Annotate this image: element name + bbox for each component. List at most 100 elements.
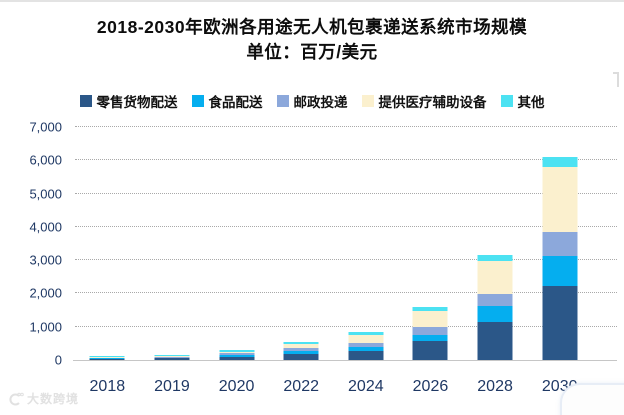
x-tick-label: 2019 — [154, 378, 190, 395]
x-tick-label: 2026 — [412, 378, 449, 395]
bar-segment-2026-series2 — [412, 326, 448, 335]
chart-unit-label: 单位：百万/美元 — [246, 42, 378, 62]
bar-segment-2024-series0 — [348, 350, 384, 360]
chart-title: 2018-2030年欧洲各用途无人机包裹递送系统市场规模 单位：百万/美元 — [0, 15, 624, 65]
bar-segment-2019-series1 — [154, 357, 190, 359]
gridline — [75, 159, 617, 161]
corner-widget-bubble[interactable] — [560, 383, 624, 415]
bar-slot-2028 — [463, 127, 528, 360]
bar-segment-2024-series3 — [348, 334, 384, 343]
bar-segment-2020-series2 — [219, 353, 255, 355]
x-slot: 2019 — [140, 378, 205, 396]
bar-segment-2018-series1 — [89, 357, 125, 359]
bar-segment-2024-series1 — [348, 346, 384, 351]
bar-slot-2026 — [398, 127, 463, 360]
bars-region — [75, 127, 592, 360]
x-tick-label: 2022 — [283, 378, 319, 395]
legend-label: 其他 — [517, 95, 545, 110]
bar-segment-2019-series0 — [154, 358, 190, 360]
x-tick-label: 2024 — [348, 378, 384, 395]
x-slot: 2026 — [398, 378, 463, 396]
bar-2018 — [89, 127, 125, 360]
bar-segment-2026-series0 — [412, 341, 448, 360]
gridline — [75, 126, 617, 127]
bar-segment-2024-series4 — [348, 332, 384, 335]
bar-2020 — [219, 127, 255, 360]
gridline — [75, 292, 617, 294]
y-tick-label: 0 — [54, 352, 62, 368]
y-tick-label: 6,000 — [29, 152, 62, 168]
bar-segment-2019-series4 — [154, 355, 190, 356]
bar-segment-2028-series1 — [477, 305, 513, 322]
watermark: 大数跨境 — [8, 390, 79, 407]
x-slot: 2020 — [204, 378, 269, 396]
bar-segment-2024-series2 — [348, 342, 384, 347]
y-tick-label: 3,000 — [29, 252, 62, 268]
y-tick-label: 4,000 — [29, 219, 62, 235]
x-slot: 2022 — [269, 378, 334, 396]
bar-segment-2028-series3 — [477, 261, 513, 294]
bar-segment-2022-series1 — [283, 350, 319, 355]
bar-2028 — [477, 127, 513, 360]
bar-segment-2030-series4 — [542, 156, 578, 167]
legend-swatch-icon — [79, 95, 92, 107]
legend-label: 提供医疗辅助设备 — [378, 95, 487, 110]
y-axis-labels: 0 1,000 2,000 3,000 4,000 5,000 6,000 7,000 — [0, 120, 62, 368]
gridline — [75, 225, 617, 227]
legend-label: 零售货物配送 — [96, 95, 178, 110]
bar-segment-2028-series0 — [477, 321, 513, 360]
bar-segment-2026-series1 — [412, 334, 448, 342]
watermark-logo-icon — [9, 392, 24, 405]
bar-segment-2018-series0 — [89, 358, 125, 360]
legend-label: 食品配送 — [208, 95, 263, 110]
legend-swatch-icon — [276, 95, 289, 107]
legend: 零售货物配送 食品配送 邮政投递 提供医疗辅助设备 其他 — [0, 91, 624, 111]
bar-segment-2018-series4 — [89, 356, 125, 357]
edge-bracket-mark — [613, 72, 619, 87]
bar-segment-2022-series2 — [283, 348, 319, 351]
bar-2022 — [283, 127, 319, 360]
x-tick-label: 2020 — [218, 378, 255, 395]
bar-2024 — [348, 127, 384, 360]
x-tick-label: 2018 — [89, 378, 126, 395]
x-axis-line — [73, 360, 617, 361]
legend-item-3: 提供医疗辅助设备 — [361, 91, 487, 111]
bar-segment-2019-series2 — [154, 356, 190, 358]
bar-segment-2020-series0 — [219, 356, 255, 360]
legend-swatch-icon — [500, 95, 513, 107]
legend-item-2: 邮政投递 — [276, 91, 348, 111]
legend-swatch-icon — [191, 95, 204, 107]
x-slot: 2028 — [463, 378, 528, 396]
grid-region — [75, 126, 617, 360]
legend-label: 邮政投递 — [293, 95, 348, 110]
x-axis-labels: 2018 2019 2020 2022 2024 2026 2028 2030 — [75, 378, 592, 396]
bar-2026 — [412, 127, 448, 360]
gridline — [75, 259, 617, 261]
bar-segment-2028-series4 — [477, 255, 513, 262]
bar-slot-2020 — [204, 127, 269, 360]
bar-slot-2019 — [140, 127, 205, 360]
bar-slot-2022 — [269, 127, 334, 360]
bar-segment-2026-series3 — [412, 310, 448, 327]
gridline — [75, 192, 617, 194]
bar-segment-2020-series4 — [219, 350, 255, 352]
y-tick-label: 5,000 — [29, 186, 62, 202]
bar-2030 — [542, 127, 578, 360]
bar-segment-2022-series3 — [283, 344, 319, 349]
bar-segment-2020-series3 — [219, 351, 255, 354]
bar-slot-2030 — [527, 127, 592, 360]
gridline — [75, 325, 617, 327]
legend-item-1: 食品配送 — [191, 91, 263, 111]
bar-segment-2019-series3 — [154, 355, 190, 357]
legend-item-0: 零售货物配送 — [79, 91, 178, 111]
bar-slot-2024 — [334, 127, 399, 360]
y-tick-label: 7,000 — [29, 119, 62, 135]
bar-segment-2022-series4 — [283, 341, 319, 345]
bar-segment-2020-series1 — [219, 354, 255, 357]
bar-slot-2018 — [75, 127, 140, 360]
bar-segment-2030-series0 — [542, 286, 578, 360]
bar-segment-2030-series1 — [542, 256, 578, 287]
x-tick-label: 2028 — [477, 378, 513, 395]
